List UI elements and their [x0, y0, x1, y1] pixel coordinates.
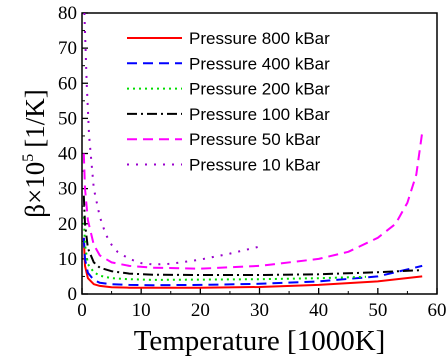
y-tick-label: 70: [58, 38, 77, 59]
series-line: [83, 13, 260, 266]
axis-ticks: 0 10 20 30 40 50 60 0 10 20 30 40 50 60 70 80: [58, 3, 447, 321]
series-line: [82, 132, 424, 270]
legend-label: Pressure 10 kBar: [189, 156, 321, 175]
y-axis-title-base: β×10: [20, 162, 50, 218]
legend-label: Pressure 400 kBar: [189, 54, 330, 73]
x-tick-label: 0: [77, 300, 87, 321]
legend-label: Pressure 100 kBar: [189, 105, 330, 124]
series-line: [82, 237, 423, 289]
legend-label: Pressure 200 kBar: [189, 80, 330, 99]
y-tick-label: 50: [58, 108, 77, 129]
y-axis-title-exponent: 5: [20, 154, 37, 162]
x-tick-label: 10: [132, 300, 151, 321]
series-line: [82, 237, 423, 287]
x-tick-label: 40: [309, 300, 328, 321]
series-line: [82, 195, 423, 276]
y-tick-label: 0: [68, 284, 78, 305]
legend: Pressure 800 kBar Pressure 400 kBar Pressu…: [127, 29, 330, 175]
y-axis-title: β×105 [1/K]: [20, 89, 50, 217]
legend-label: Pressure 50 kBar: [189, 130, 321, 149]
y-tick-label: 20: [58, 214, 77, 235]
y-tick-label: 80: [58, 3, 77, 24]
x-tick-label: 60: [428, 300, 447, 321]
x-axis-title: Temperature [1000K]: [134, 325, 386, 357]
y-tick-label: 60: [58, 73, 77, 94]
y-tick-label: 40: [58, 144, 77, 165]
legend-label: Pressure 800 kBar: [189, 29, 330, 48]
x-tick-label: 20: [191, 300, 210, 321]
series-lines: [82, 13, 424, 289]
x-tick-label: 50: [368, 300, 387, 321]
y-tick-label: 30: [58, 179, 77, 200]
y-tick-label: 10: [58, 249, 77, 270]
series-line: [82, 216, 367, 281]
y-axis-title-unit: [1/K]: [20, 89, 50, 147]
x-tick-label: 30: [250, 300, 269, 321]
